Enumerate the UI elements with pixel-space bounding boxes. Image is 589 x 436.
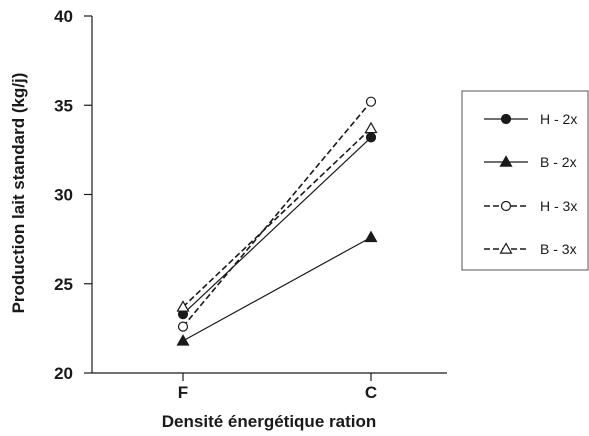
- series-line: [182, 101, 372, 328]
- series-4: [176, 121, 378, 312]
- y-tick-label: 25: [54, 275, 73, 294]
- legend-entry: H - 3x: [484, 198, 577, 214]
- data-point: [176, 300, 190, 312]
- legend-entry: B - 3x: [484, 241, 577, 257]
- legend-marker: [500, 113, 512, 125]
- legend-label: H - 3x: [540, 198, 577, 214]
- axes: [91, 16, 447, 374]
- data-point: [176, 334, 190, 346]
- series-1: [177, 132, 377, 320]
- legend-label: B - 3x: [540, 241, 577, 257]
- y-tick-label: 35: [54, 96, 73, 115]
- series-line: [182, 236, 372, 342]
- y-tick-label: 30: [54, 186, 73, 205]
- series-line: [182, 136, 372, 315]
- y-ticks: 20 25 30 35 40: [54, 7, 92, 383]
- legend-marker: [499, 155, 513, 167]
- legend-marker: [500, 200, 512, 212]
- legend-label: B - 2x: [540, 154, 577, 170]
- legend-label: H - 2x: [540, 111, 577, 127]
- legend-entry: H - 2x: [484, 111, 577, 127]
- y-axis-title: Production lait standard (kg/j): [9, 73, 28, 314]
- data-point: [364, 230, 378, 243]
- data-point: [177, 321, 189, 332]
- legend-marker: [499, 242, 513, 254]
- x-tick-label: F: [178, 383, 188, 402]
- y-tick-label: 40: [54, 7, 73, 26]
- series-line: [182, 127, 372, 308]
- y-tick-label: 20: [54, 364, 73, 383]
- data-point: [365, 96, 377, 107]
- series-2: [176, 230, 378, 346]
- legend-box: [461, 90, 589, 271]
- legend-entry: B - 2x: [484, 154, 577, 170]
- series-group: [176, 96, 378, 346]
- x-axis-title: Densité énergétique ration: [162, 412, 376, 431]
- data-point: [364, 121, 378, 134]
- legend: H - 2x B - 2x H - 3x B - 3x: [461, 90, 589, 271]
- x-tick-label: C: [365, 383, 377, 402]
- data-point: [365, 132, 377, 143]
- series-3: [177, 96, 377, 332]
